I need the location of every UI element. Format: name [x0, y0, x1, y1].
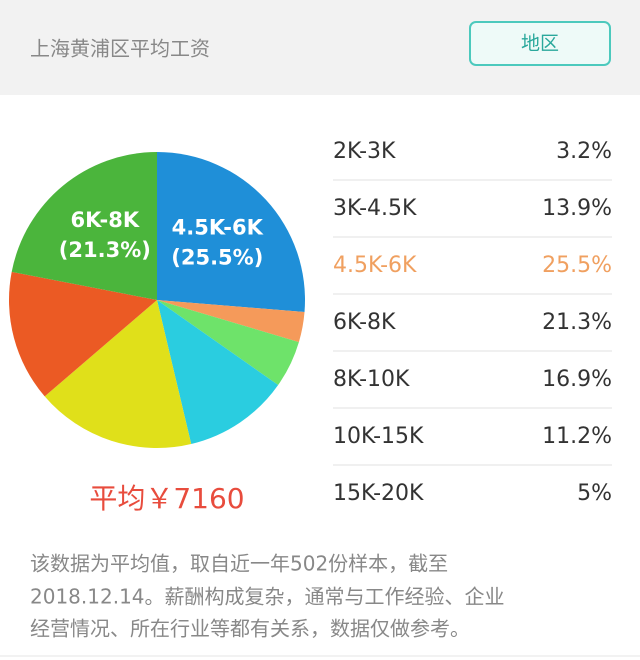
legend-label: 3K-4.5K: [333, 196, 417, 221]
pie-slice: [157, 300, 279, 444]
legend-label: 10K-15K: [333, 424, 424, 449]
slice-label: (25.5%): [171, 245, 263, 269]
pie-slice: [157, 152, 305, 312]
legend-value: 5%: [577, 481, 612, 506]
header-title: 上海黄浦区平均工资: [30, 37, 210, 61]
pie-slice: [44, 300, 192, 449]
legend-value: 25.5%: [542, 253, 612, 278]
average: 平均￥7160: [89, 482, 244, 515]
legend-label: 2K-3K: [333, 139, 396, 164]
slice-label: 6K-8K: [70, 208, 139, 232]
region-button-label[interactable]: 地区: [521, 33, 559, 55]
legend-label: 6K-8K: [333, 310, 396, 335]
slice-label: (21.3%): [59, 238, 151, 262]
legend-value: 3.2%: [556, 139, 612, 164]
legend-label: 8K-10K: [333, 367, 410, 392]
note-line: 该数据为平均值，取自近一年502份样本，截至: [30, 552, 448, 576]
legend-label: 15K-20K: [333, 481, 424, 506]
pie-slice: [9, 271, 158, 397]
pie-slice: [11, 152, 157, 300]
note-line: 2018.12.14。薪酬构成复杂，通常与工作经验、企业: [30, 585, 505, 609]
slice-label: 4.5K-6K: [172, 215, 264, 239]
pie-slice: [157, 300, 299, 386]
legend-value: 13.9%: [542, 196, 612, 221]
legend-label: 4.5K-6K: [333, 253, 417, 278]
legend-value: 16.9%: [542, 367, 612, 392]
legend-value: 11.2%: [542, 424, 612, 449]
note-line: 经营情况、所在行业等都有关系，数据仅做参考。: [30, 617, 470, 641]
pie-slice: [157, 300, 305, 343]
legend-value: 21.3%: [542, 310, 612, 335]
region-button[interactable]: [469, 21, 611, 66]
